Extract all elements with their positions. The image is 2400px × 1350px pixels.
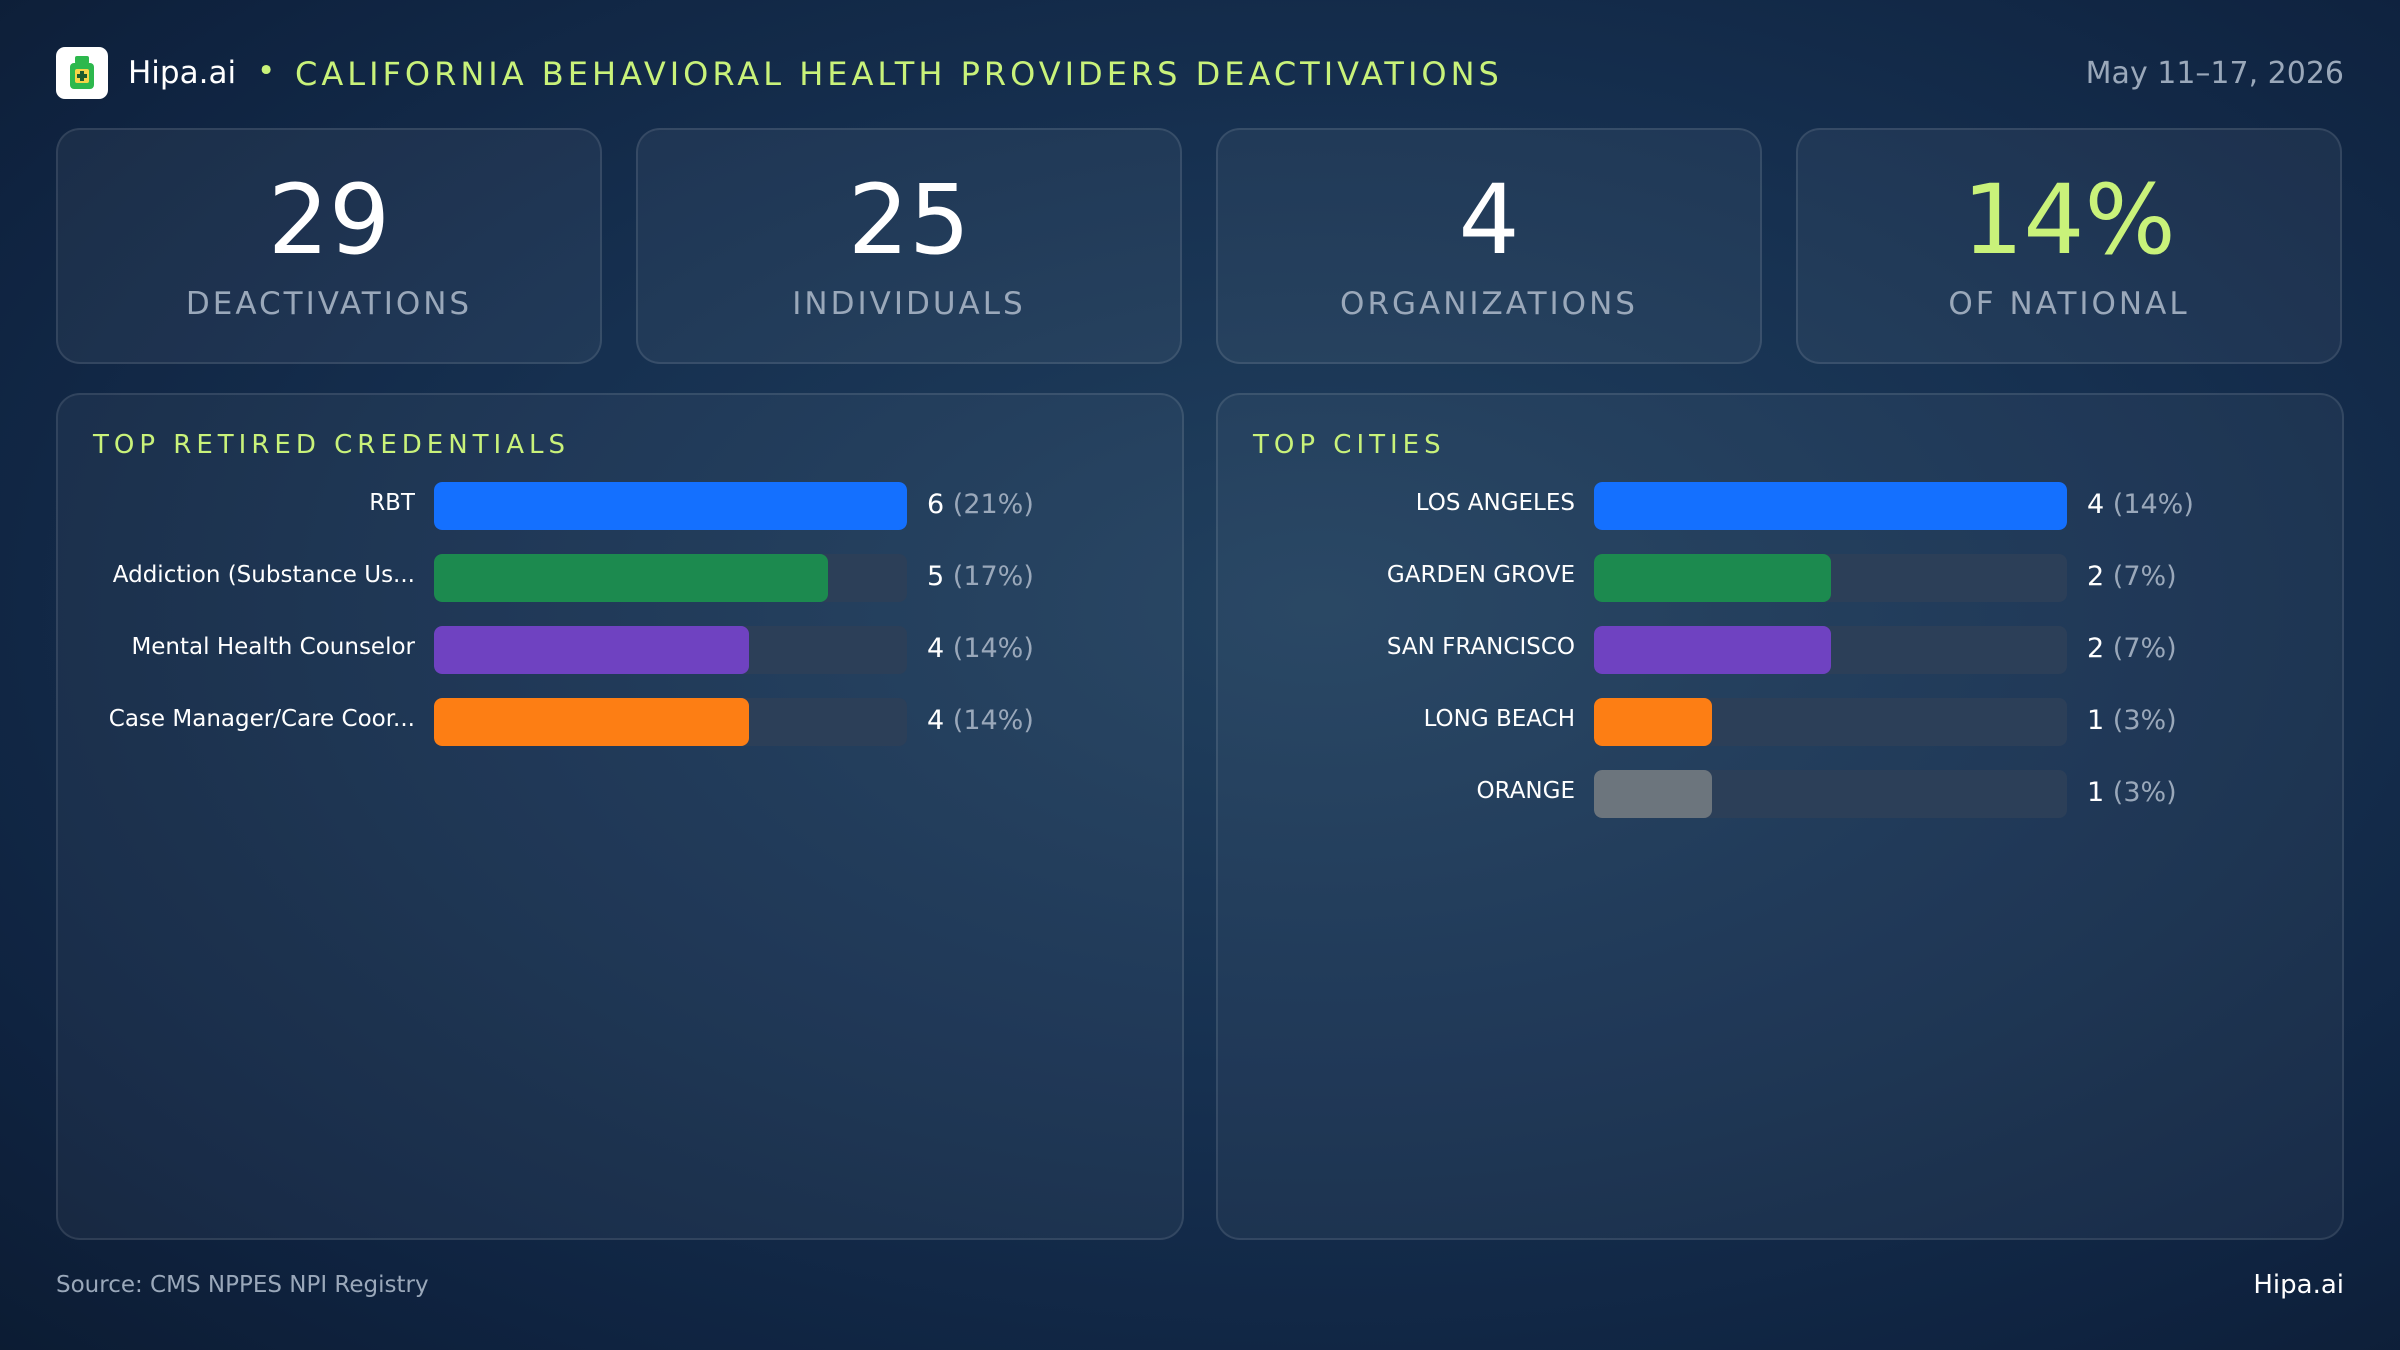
bar (1594, 482, 2067, 530)
bar-label: ORANGE (1476, 778, 1575, 804)
bar-track (434, 554, 907, 602)
bar-row: GARDEN GROVE 2 (7%) (1218, 554, 2342, 602)
bar-label: SAN FRANCISCO (1386, 634, 1575, 660)
bar (434, 626, 749, 674)
bar-value-label: 1 (3%) (2087, 777, 2177, 808)
bar-row: Case Manager/Care Coor... 4 (14%) (58, 698, 1182, 746)
bar (1594, 698, 1712, 746)
bar (1594, 626, 1831, 674)
bar-row: Mental Health Counselor 4 (14%) (58, 626, 1182, 674)
bar-value: 4 (927, 633, 945, 664)
bar (434, 698, 749, 746)
bar-value-label: 1 (3%) (2087, 705, 2177, 736)
kpi-label: INDIVIDUALS (792, 286, 1026, 322)
kpi-label: DEACTIVATIONS (185, 286, 473, 322)
bar-value: 1 (2087, 705, 2105, 736)
bar-percent: (17%) (952, 561, 1034, 592)
bar-label: RBT (369, 490, 415, 516)
bar-track (1594, 482, 2067, 530)
bar-value-label: 5 (17%) (927, 561, 1034, 592)
bar-track (1594, 554, 2067, 602)
kpi-card-national-share: 14% OF NATIONAL (1796, 128, 2342, 364)
bar-label: GARDEN GROVE (1386, 562, 1575, 588)
bar-value: 5 (927, 561, 945, 592)
kpi-value: 25 (847, 164, 971, 276)
bar-value: 2 (2087, 561, 2105, 592)
bar-label: Mental Health Counselor (131, 634, 415, 660)
kpi-value: 14% (1962, 164, 2176, 276)
bar-label: LOS ANGELES (1415, 490, 1575, 516)
bar-track (1594, 698, 2067, 746)
brand-name: Hipa.ai (128, 55, 237, 91)
bar-percent: (14%) (952, 705, 1034, 736)
kpi-value: 29 (267, 164, 391, 276)
bar-value-label: 4 (14%) (927, 633, 1034, 664)
bar-value: 4 (2087, 489, 2105, 520)
bar-row: Addiction (Substance Us... 5 (17%) (58, 554, 1182, 602)
bar-value-label: 4 (14%) (927, 705, 1034, 736)
kpi-label: ORGANIZATIONS (1340, 286, 1638, 322)
logo-icon (56, 47, 108, 99)
bar-value: 1 (2087, 777, 2105, 808)
bar-percent: (7%) (2112, 633, 2177, 664)
page-title: CALIFORNIA BEHAVIORAL HEALTH PROVIDERS D… (295, 55, 1503, 93)
bar-row: LOS ANGELES 4 (14%) (1218, 482, 2342, 530)
bar-row: LONG BEACH 1 (3%) (1218, 698, 2342, 746)
bar-value-label: 6 (21%) (927, 489, 1034, 520)
bar-value-label: 4 (14%) (2087, 489, 2194, 520)
bar-row: ORANGE 1 (3%) (1218, 770, 2342, 818)
bar-label: Case Manager/Care Coor... (108, 706, 415, 732)
bar-percent: (3%) (2112, 777, 2177, 808)
bar-track (434, 482, 907, 530)
bar-label: Addiction (Substance Us... (112, 562, 415, 588)
bar-track (434, 698, 907, 746)
bar-percent: (7%) (2112, 561, 2177, 592)
kpi-card-individuals: 25 INDIVIDUALS (636, 128, 1182, 364)
panel-top-credentials: TOP RETIRED CREDENTIALS RBT 6 (21%) Addict… (56, 393, 1184, 1240)
panel-title: TOP CITIES (1253, 430, 1446, 460)
bar (1594, 554, 1831, 602)
header: Hipa.ai • CALIFORNIA BEHAVIORAL HEALTH P… (56, 47, 2344, 101)
kpi-value: 4 (1458, 164, 1520, 276)
bar-percent: (21%) (952, 489, 1034, 520)
bar-row: SAN FRANCISCO 2 (7%) (1218, 626, 2342, 674)
bar-percent: (14%) (2112, 489, 2194, 520)
bar-value: 6 (927, 489, 945, 520)
bar-value-label: 2 (7%) (2087, 561, 2177, 592)
bar-track (434, 626, 907, 674)
bar-label: LONG BEACH (1423, 706, 1575, 732)
bar-percent: (14%) (952, 633, 1034, 664)
bar (434, 482, 907, 530)
bar-value: 4 (927, 705, 945, 736)
panel-top-cities: TOP CITIES LOS ANGELES 4 (14%) GARDEN GROV… (1216, 393, 2344, 1240)
bar-row: RBT 6 (21%) (58, 482, 1182, 530)
bar-value: 2 (2087, 633, 2105, 664)
bar (434, 554, 828, 602)
bar-percent: (3%) (2112, 705, 2177, 736)
date-range: May 11–17, 2026 (2085, 56, 2344, 91)
bar (1594, 770, 1712, 818)
kpi-label: OF NATIONAL (1948, 286, 2190, 322)
bar-value-label: 2 (7%) (2087, 633, 2177, 664)
source-note: Source: CMS NPPES NPI Registry (56, 1272, 429, 1298)
title-separator: • (257, 53, 276, 89)
kpi-card-deactivations: 29 DEACTIVATIONS (56, 128, 602, 364)
footer-brand: Hipa.ai (2253, 1270, 2344, 1300)
bar-track (1594, 770, 2067, 818)
panel-title: TOP RETIRED CREDENTIALS (93, 430, 570, 460)
kpi-card-organizations: 4 ORGANIZATIONS (1216, 128, 1762, 364)
bar-track (1594, 626, 2067, 674)
